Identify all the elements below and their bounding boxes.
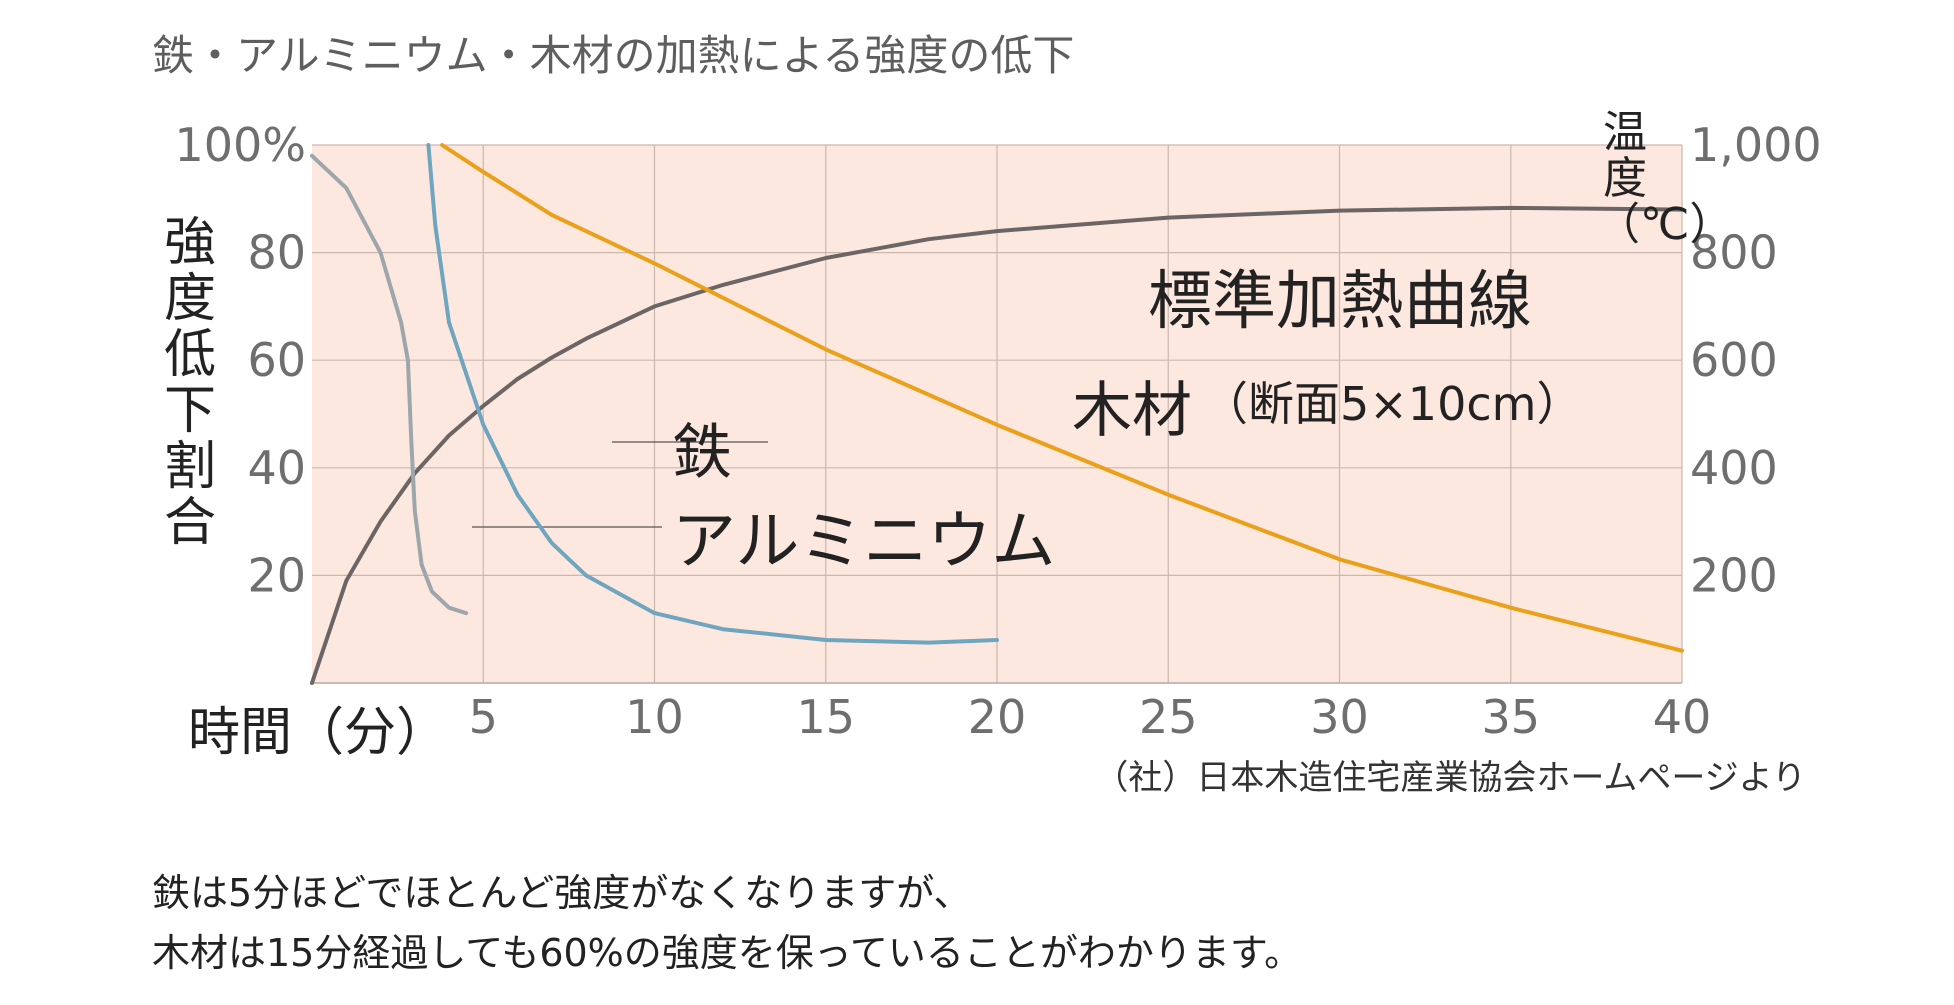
y-axis-left-label: 強度低下割合 — [163, 213, 216, 553]
caption-line-1: 鉄は5分ほどでほとんど強度がなくなりますが、 — [152, 871, 972, 915]
y-right-tick-label: 600 — [1690, 333, 1778, 387]
y-right-tick-label: 400 — [1690, 441, 1778, 495]
x-tick-label: 15 — [796, 690, 855, 744]
y-right-tick-label: 200 — [1690, 548, 1778, 602]
series-line-iron — [426, 143, 999, 645]
x-tick-label: 20 — [968, 690, 1027, 744]
series-line-aluminum — [310, 153, 469, 616]
x-tick-label: 30 — [1310, 690, 1369, 744]
caption-line-2: 木材は15分経過しても60%の強度を保っていることがわかります。 — [152, 931, 1303, 975]
x-tick-label: 40 — [1653, 690, 1712, 744]
series-label-wood-note: （断面5×10cm） — [1202, 377, 1583, 431]
x-tick-label: 25 — [1139, 690, 1198, 744]
series-label-standard-heating-curve: 標準加熱曲線 — [1148, 265, 1532, 339]
series-line-standard-heating-curve — [310, 205, 1684, 685]
series-label-wood: 木材 — [1072, 376, 1192, 446]
y-left-tick-label: 60 — [247, 333, 306, 387]
x-tick-label: 5 — [469, 690, 498, 744]
y-left-tick-label: 20 — [247, 548, 306, 602]
y-left-tick-label: 80 — [247, 226, 306, 280]
y-axis-right-label: 温度（℃） — [1596, 107, 1734, 250]
chart-title: 鉄・アルミニウム・木材の加熱による強度の低下 — [152, 31, 1075, 80]
source-note: （社）日本木造住宅産業協会ホームページより — [1094, 758, 1806, 798]
series-line-wood — [440, 143, 1684, 653]
x-axis-label: 時間（分） — [188, 703, 449, 763]
y-right-tick-label: 1,000 — [1690, 118, 1822, 172]
x-tick-label: 10 — [625, 690, 684, 744]
y-right-tick-label: 800 — [1690, 226, 1778, 280]
series-label-aluminum: アルミニウム — [672, 505, 1056, 579]
y-left-tick-label: 40 — [247, 441, 306, 495]
series-label-iron: 鉄 — [672, 418, 732, 488]
y-left-tick-label: 100% — [174, 118, 306, 172]
x-tick-label: 35 — [1481, 690, 1540, 744]
